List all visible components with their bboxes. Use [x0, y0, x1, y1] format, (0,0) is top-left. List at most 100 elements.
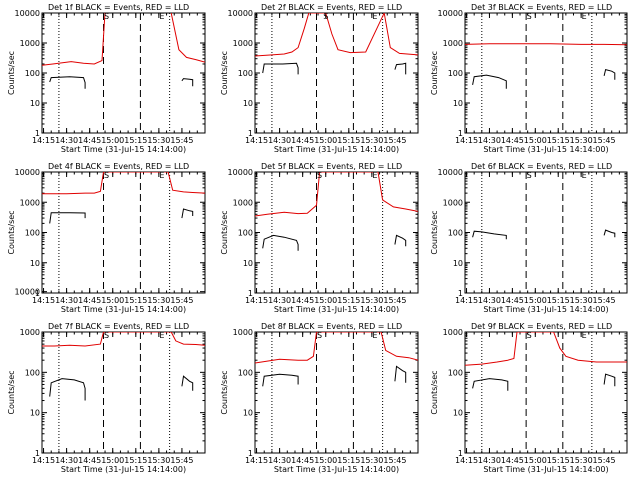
x-axis-label: Start Time (31-Jul-15 14:14:00) [61, 465, 186, 474]
y-tick-label: 10 [453, 259, 463, 268]
x-tick-label: 14:45 [78, 296, 101, 305]
chart-title: Det 7f BLACK = Events, RED = LLD [48, 322, 189, 331]
x-tick-label: 15:30 [147, 296, 170, 305]
events-series-line [603, 373, 616, 387]
events-series-line [394, 365, 407, 383]
events-series-line [181, 375, 194, 391]
x-tick-label: 14:45 [501, 296, 524, 305]
y-tick-label: 10000 [438, 9, 463, 18]
events-series-line [472, 378, 509, 391]
marker-e: E [582, 331, 587, 340]
lld-series-line [42, 172, 205, 195]
plot-frame [464, 171, 628, 294]
marker-s: S [527, 171, 532, 180]
y-tick-label: 100 [25, 229, 40, 238]
events-series-line [181, 208, 194, 219]
plot-frame [254, 171, 419, 294]
y-tick-label: 1 [35, 129, 40, 138]
y-tick-label: 10 [30, 99, 40, 108]
events-series-line [472, 230, 507, 240]
x-tick-label: 14:45 [78, 456, 101, 465]
x-tick-label: 15:15 [547, 456, 570, 465]
x-tick-label: 15:45 [593, 296, 616, 305]
y-tick-label: 1000 [233, 39, 253, 48]
x-tick-label: 14:45 [291, 136, 314, 145]
x-tick-label: 15:45 [383, 296, 406, 305]
x-tick-label: 14:45 [291, 296, 314, 305]
x-tick-label: 14:30 [478, 296, 501, 305]
y-tick-label: 100 [25, 69, 40, 78]
y-axis-label: Counts/sec [7, 51, 16, 95]
plot-frame [254, 331, 419, 454]
x-tick-label: 15:15 [547, 136, 570, 145]
x-tick-label: 14:45 [291, 456, 314, 465]
y-axis-label: Counts/sec [7, 210, 16, 254]
marker-s: S [317, 171, 322, 180]
y-tick-label: 100 [25, 368, 40, 377]
chart-title: Det 3f BLACK = Events, RED = LLD [471, 3, 612, 12]
x-tick-label: 14:45 [78, 136, 101, 145]
x-tick-label: 14:30 [478, 456, 501, 465]
x-axis-label: Start Time (31-Jul-15 14:14:00) [274, 145, 399, 154]
y-tick-label: 10000 [15, 168, 40, 177]
x-axis-label: Start Time (31-Jul-15 14:14:00) [61, 145, 186, 154]
x-tick-label: 15:45 [170, 456, 193, 465]
marker-e: E [582, 12, 587, 21]
y-tick-label: 10000 [228, 9, 253, 18]
x-tick-label: 15:00 [314, 296, 337, 305]
chart-title: Det 5f BLACK = Events, RED = LLD [261, 162, 402, 171]
x-tick-label: 14:15 [245, 296, 268, 305]
marker-s: S [317, 331, 322, 340]
x-tick-label: 15:00 [101, 136, 124, 145]
x-axis-label: Start Time (31-Jul-15 14:14:00) [61, 305, 186, 314]
x-tick-label: 15:30 [360, 136, 383, 145]
plot-frame [464, 331, 628, 454]
chart-title: Det 2f BLACK = Events, RED = LLD [261, 3, 402, 12]
events-series-line [262, 373, 299, 387]
y-tick-label: 1000 [20, 328, 40, 337]
chart-title: Det 8f BLACK = Events, RED = LLD [261, 322, 402, 331]
y-axis-label: Counts/sec [7, 370, 16, 414]
x-tick-label: 14:15 [455, 456, 478, 465]
x-axis-label: Start Time (31-Jul-15 14:14:00) [483, 305, 608, 314]
y-tick-label: 100 [238, 368, 253, 377]
chart-title: Det 9f BLACK = Events, RED = LLD [471, 322, 612, 331]
y-tick-label: 1 [248, 129, 253, 138]
x-axis-label: Start Time (31-Jul-15 14:14:00) [483, 145, 608, 154]
lld-series-line [255, 172, 418, 217]
y-tick-label: 10 [243, 259, 253, 268]
y-tick-label: 1 [458, 129, 463, 138]
x-tick-label: 15:15 [337, 296, 360, 305]
x-tick-label: 15:15 [124, 296, 147, 305]
x-tick-label: 15:00 [101, 456, 124, 465]
x-tick-label: 14:15 [455, 296, 478, 305]
chart-panel-7: Det 7f BLACK = Events, RED = LLD 14:15 14:… [7, 288, 206, 474]
x-tick-label: 15:15 [337, 456, 360, 465]
x-tick-label: 15:45 [593, 456, 616, 465]
lld-series-line [42, 13, 106, 66]
x-tick-label: 15:00 [314, 456, 337, 465]
x-tick-label: 15:15 [124, 136, 147, 145]
marker-s: S [527, 331, 532, 340]
x-tick-label: 14:15 [455, 136, 478, 145]
events-series-line [603, 68, 616, 80]
events-series-line [262, 234, 299, 251]
x-tick-label: 15:00 [524, 456, 547, 465]
events-series-line [49, 378, 86, 401]
y-tick-label: 10000 [15, 9, 40, 18]
plot-frame [464, 12, 628, 134]
marker-s: S [527, 12, 532, 21]
plot-frame [254, 12, 419, 134]
marker-e: E [372, 12, 377, 21]
x-axis-label: Start Time (31-Jul-15 14:14:00) [483, 465, 608, 474]
y-tick-label: 100 [448, 368, 463, 377]
y-tick-label: 100 [238, 229, 253, 238]
events-series-line [394, 62, 407, 75]
x-tick-label: 15:45 [593, 136, 616, 145]
marker-s: S [104, 12, 109, 21]
x-tick-label: 14:15 [32, 456, 55, 465]
